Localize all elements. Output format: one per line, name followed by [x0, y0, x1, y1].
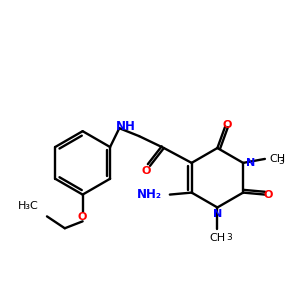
Text: NH: NH — [116, 120, 136, 133]
Text: N: N — [213, 209, 222, 219]
Text: H₃C: H₃C — [18, 201, 39, 212]
Text: NH₂: NH₂ — [137, 188, 162, 201]
Text: 3: 3 — [226, 233, 232, 242]
Text: O: O — [223, 120, 232, 130]
Text: N: N — [246, 158, 255, 168]
Text: CH: CH — [209, 233, 225, 243]
Text: CH: CH — [270, 154, 286, 164]
Text: 3: 3 — [279, 158, 284, 166]
Text: O: O — [263, 190, 273, 200]
Text: O: O — [78, 212, 87, 222]
Text: O: O — [141, 166, 151, 176]
